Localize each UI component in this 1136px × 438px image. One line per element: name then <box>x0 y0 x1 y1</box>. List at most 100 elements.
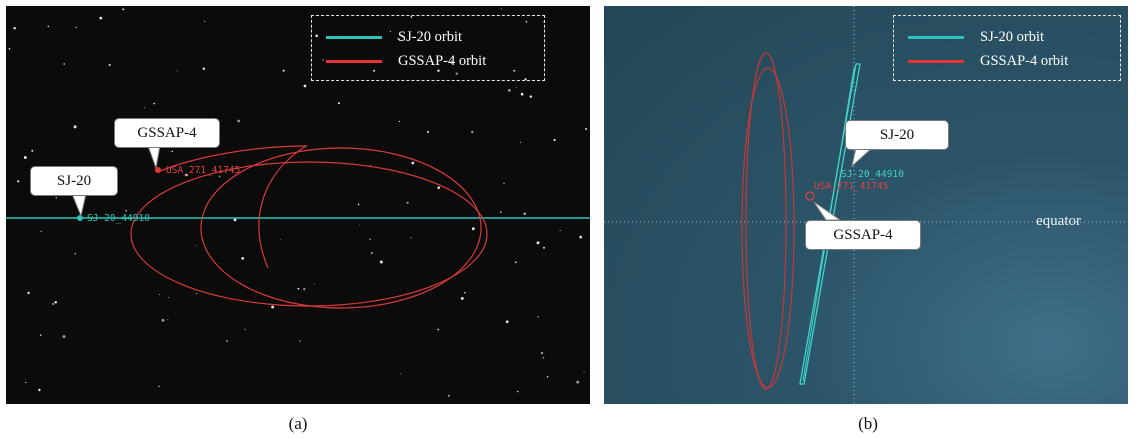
gssap-callout-pointer <box>813 201 842 221</box>
star <box>47 25 50 28</box>
sj20-marker-dot <box>77 215 83 221</box>
star <box>437 328 440 331</box>
legend-swatch-sj20 <box>326 36 382 39</box>
star <box>62 335 66 339</box>
star <box>471 130 474 134</box>
star <box>241 257 245 260</box>
star <box>585 128 588 130</box>
star <box>411 161 415 165</box>
star <box>108 64 111 66</box>
star <box>370 252 373 254</box>
star <box>161 318 165 322</box>
star <box>237 119 240 123</box>
star <box>542 356 545 359</box>
sj20-callout: SJ-20 <box>845 120 949 150</box>
star <box>379 260 383 264</box>
legend-label-gssap: GSSAP-4 orbit <box>398 53 487 69</box>
star <box>39 334 42 336</box>
star <box>23 156 27 159</box>
star <box>513 69 516 72</box>
star <box>218 175 221 178</box>
gssap-orbit-ellipse-1 <box>745 52 787 390</box>
star <box>576 380 580 384</box>
star <box>579 235 583 239</box>
star <box>536 241 540 245</box>
star <box>503 182 505 185</box>
star <box>546 375 549 378</box>
star <box>553 138 556 142</box>
legend-label-sj20: SJ-20 orbit <box>980 29 1045 45</box>
star <box>74 252 77 255</box>
star <box>543 246 545 249</box>
star <box>158 385 160 388</box>
legend-item-sj20: SJ-20 orbit <box>312 28 544 48</box>
star <box>337 102 340 105</box>
star <box>525 20 528 23</box>
orbit-view-a: USA_271_41745 SJ-20_44910 SJ-20 orbit GS… <box>6 6 590 404</box>
star <box>8 47 11 50</box>
star <box>159 294 161 296</box>
legend-label-gssap: GSSAP-4 orbit <box>980 53 1069 69</box>
legend-item-sj20: SJ-20 orbit <box>894 28 1120 48</box>
star <box>167 319 169 320</box>
star <box>171 150 174 153</box>
star <box>13 26 16 30</box>
star <box>397 37 400 41</box>
gssap-orbit-ellipse-2 <box>741 67 795 389</box>
star <box>520 92 524 96</box>
star <box>559 229 561 232</box>
star <box>17 180 20 183</box>
star <box>389 31 391 33</box>
star <box>31 149 34 152</box>
star <box>195 245 197 247</box>
star-field <box>8 8 588 397</box>
gssap-marker-label: USA_271_41745 <box>814 181 888 192</box>
star <box>540 351 544 355</box>
star <box>168 297 170 299</box>
star <box>38 388 41 392</box>
star <box>299 340 301 342</box>
star <box>447 394 450 397</box>
star <box>40 230 42 232</box>
star <box>507 88 511 92</box>
caption-b: (b) <box>858 414 878 433</box>
star <box>410 237 412 239</box>
star <box>55 197 57 199</box>
star <box>537 316 539 318</box>
star <box>524 78 527 81</box>
sj20-callout: SJ-20 <box>30 166 118 196</box>
sj20-callout-pointer <box>71 193 87 218</box>
star <box>204 20 206 23</box>
star <box>125 210 127 212</box>
star <box>464 292 466 294</box>
star <box>282 69 285 72</box>
caption-a: (a) <box>288 414 308 433</box>
star <box>280 239 281 241</box>
star <box>271 305 275 309</box>
star <box>378 32 380 34</box>
star <box>406 201 409 204</box>
orbit-view-b: SJ-20_44910 USA_271_41745 SJ-20 orbit GS… <box>604 6 1128 404</box>
star <box>153 102 155 105</box>
gssap-callout: GSSAP-4 <box>114 118 220 148</box>
legend-label-sj20: SJ-20 orbit <box>398 29 463 45</box>
star <box>500 8 502 10</box>
star <box>73 125 77 129</box>
gssap-callout: GSSAP-4 <box>805 220 921 250</box>
star <box>144 107 146 109</box>
legend-swatch-gssap <box>326 60 382 63</box>
sj20-marker-label: SJ-20_44910 <box>841 169 904 180</box>
star <box>303 84 307 88</box>
legend-swatch-sj20 <box>908 36 964 39</box>
gssap-marker-label: USA_271_41745 <box>166 165 240 176</box>
star <box>398 120 401 123</box>
legend-b: SJ-20 orbit GSSAP-4 orbit <box>893 15 1121 81</box>
star <box>471 227 475 231</box>
star <box>315 34 319 38</box>
star <box>27 291 30 295</box>
gssap-marker-dot <box>155 167 161 173</box>
legend-item-gssap: GSSAP-4 orbit <box>312 52 544 72</box>
sj20-marker-label: SJ-20_44910 <box>87 213 150 224</box>
star <box>499 211 502 214</box>
star <box>63 62 66 66</box>
